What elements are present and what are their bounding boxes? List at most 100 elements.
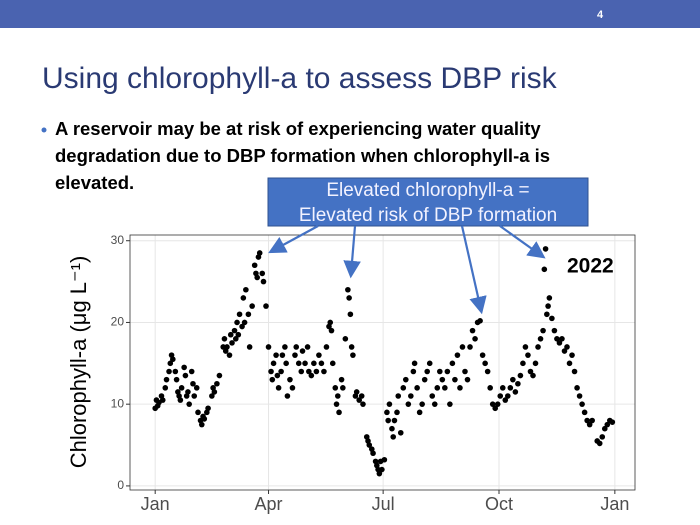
point — [295, 360, 302, 367]
point — [571, 368, 578, 375]
point — [492, 405, 499, 412]
point — [287, 376, 293, 383]
point — [229, 340, 235, 346]
point — [345, 286, 351, 293]
point — [494, 401, 501, 407]
point — [321, 368, 327, 375]
point — [397, 429, 404, 436]
point — [249, 303, 255, 309]
point — [487, 385, 493, 391]
point — [431, 401, 438, 407]
point — [604, 421, 611, 428]
point — [402, 376, 409, 383]
grid — [130, 235, 635, 490]
point — [515, 380, 521, 387]
point — [318, 360, 325, 367]
y-tick-label: 20 — [111, 315, 125, 329]
point — [477, 318, 483, 324]
point — [302, 360, 308, 367]
point — [342, 335, 349, 342]
point — [537, 335, 544, 342]
point — [256, 250, 263, 256]
point — [559, 335, 565, 342]
point — [564, 344, 570, 350]
point — [299, 348, 306, 354]
point — [279, 352, 286, 358]
point — [464, 376, 471, 383]
point — [400, 385, 407, 391]
point — [454, 352, 461, 358]
point — [376, 470, 383, 477]
point — [289, 385, 296, 391]
point — [421, 376, 428, 383]
point — [505, 393, 511, 399]
point — [306, 368, 312, 375]
point — [245, 311, 252, 318]
point — [205, 405, 211, 412]
point — [541, 266, 548, 273]
point — [484, 368, 491, 375]
point — [338, 376, 345, 383]
point — [499, 385, 506, 391]
point — [366, 442, 373, 448]
point — [408, 393, 414, 399]
point — [472, 335, 478, 342]
point — [581, 409, 588, 416]
bullet-line: degradation due to DBP formation when ch… — [55, 145, 550, 166]
point — [489, 401, 496, 407]
point — [530, 372, 536, 379]
point — [167, 360, 174, 367]
x-tick-label: Jan — [141, 494, 170, 514]
point — [195, 409, 201, 416]
point — [574, 385, 580, 391]
point — [429, 393, 436, 399]
point — [360, 401, 366, 407]
point — [243, 286, 249, 293]
point — [185, 389, 191, 395]
point — [416, 409, 423, 416]
page-number: 4 — [597, 9, 604, 21]
point — [601, 425, 608, 432]
point — [551, 327, 558, 334]
point — [609, 419, 616, 425]
point — [214, 380, 220, 387]
point — [535, 344, 541, 350]
point — [517, 372, 524, 379]
point — [589, 417, 595, 424]
header-bar — [0, 0, 700, 28]
point — [284, 393, 291, 399]
y-tick-label: 30 — [111, 233, 125, 247]
y-axis-label: Chlorophyll-a (μg L⁻¹) — [66, 256, 91, 469]
point — [447, 401, 453, 407]
point — [394, 409, 400, 416]
point — [381, 456, 388, 463]
point — [232, 335, 239, 342]
point — [386, 401, 393, 407]
point — [532, 360, 539, 367]
point — [576, 393, 583, 399]
point — [522, 344, 529, 350]
arrow — [343, 225, 361, 279]
points — [152, 246, 616, 477]
callout-line: Elevated chlorophyll-a = — [326, 180, 529, 201]
point — [411, 360, 418, 367]
point — [241, 319, 248, 326]
x-tick-label: Jan — [600, 494, 629, 514]
point — [467, 344, 473, 350]
point — [234, 319, 240, 326]
point — [172, 368, 179, 375]
point — [193, 385, 200, 391]
point — [216, 372, 223, 379]
point — [370, 450, 376, 457]
point — [166, 368, 172, 375]
arrow — [268, 225, 319, 254]
point — [251, 262, 258, 269]
point — [328, 327, 335, 334]
bullet-line: A reservoir may be at risk of experienci… — [55, 118, 541, 139]
point — [502, 397, 509, 403]
point — [239, 323, 245, 330]
point — [556, 340, 563, 346]
point — [275, 385, 282, 391]
callout-box — [267, 177, 589, 227]
